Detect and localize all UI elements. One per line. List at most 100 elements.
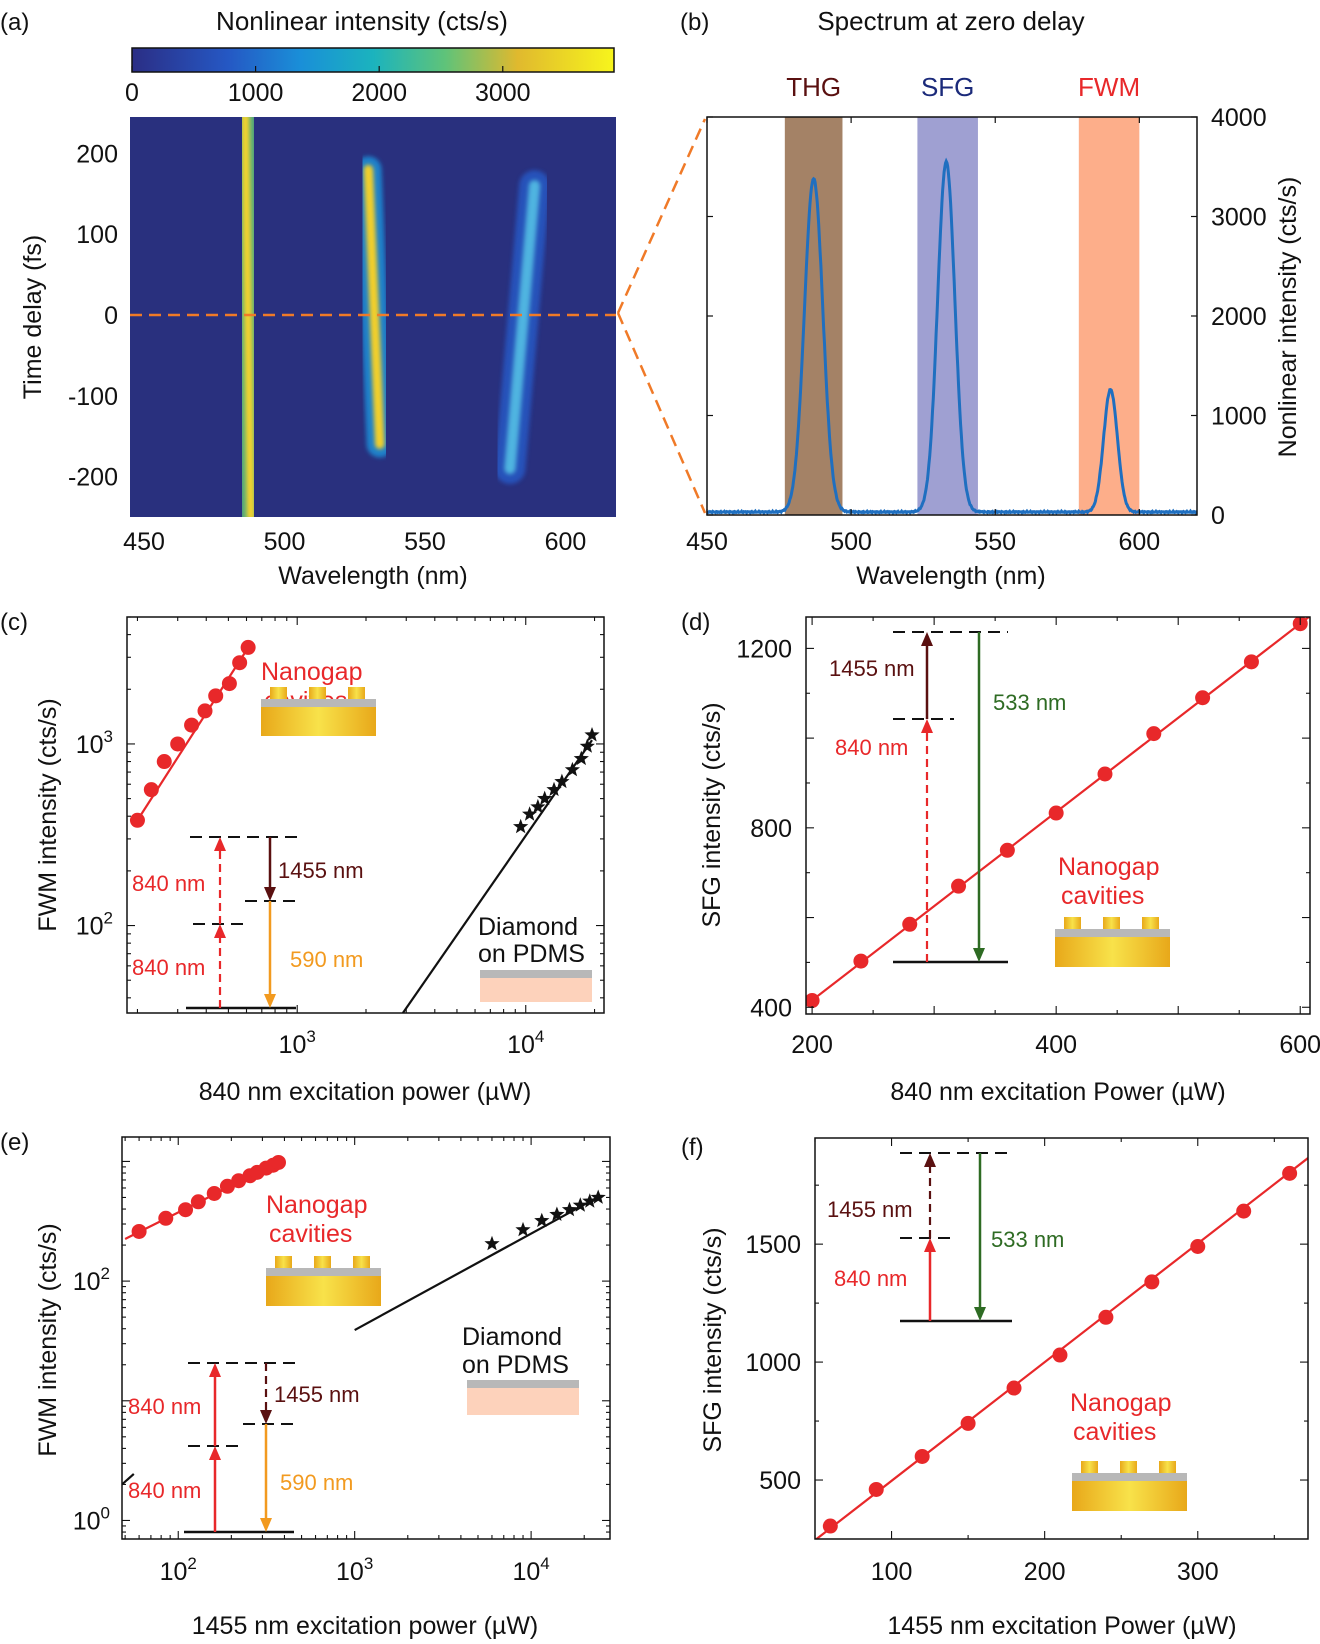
diamond-point [549,1206,565,1221]
y-tick-label: 0 [104,302,118,330]
x-tick-label: 400 [1035,1031,1077,1059]
nanogap-point [806,993,820,1009]
panel-e-xlabel: 1455 nm excitation power (µW) [192,1612,538,1640]
panel-f: (f) 100 200 300 500 1000 1500 Nanogap cavitie… [681,1134,1309,1640]
band-core-thg [241,117,255,517]
x-tick-label: 104 [507,1027,544,1059]
panel-e-plot [122,1154,606,1486]
nanogap-point [1097,766,1113,782]
panel-a-title: Nonlinear intensity (cts/s) [216,6,508,36]
panel-d: (d) 200 400 600 400 800 1200 Nanogap cavities… [681,609,1320,1106]
x-tick-label: 103 [279,1027,316,1059]
panel-c-label-840-lower: 840 nm [132,955,205,980]
panel-c-nanogap-sample-icon [261,687,376,736]
panel-b-x-ticks: 450 500 550 600 [686,117,1160,556]
nanogap-point [219,1178,235,1194]
diamond-point [554,773,570,789]
panel-d-label-840: 840 nm [835,735,908,760]
panel-e-label-1455: 1455 nm [274,1382,360,1407]
panel-e-axes [121,1136,611,1540]
panel-c-ticks: 103 104 102 103 [76,616,604,1059]
nanogap-point [221,676,237,692]
x-tick-label: 102 [160,1554,197,1586]
panel-d-label-1455: 1455 nm [829,656,915,681]
y-tick-label: -100 [68,383,118,411]
band-label-fwm: FWM [1078,72,1140,102]
colorbar-tick-label: 0 [125,79,139,107]
panel-a-ylabel: Time delay (fs) [19,235,47,399]
nanogap-point [270,1154,286,1170]
diamond-point [515,1221,531,1237]
x-tick-label: 600 [1118,528,1160,556]
colorbar-tick-label: 3000 [475,79,531,107]
x-tick-label: 300 [1177,1558,1219,1586]
x-tick-label: 104 [512,1554,549,1586]
nanogap-point [240,639,256,655]
panel-f-plot [815,1157,1308,1539]
nanogap-point [178,1202,194,1218]
panel-f-label: (f) [681,1134,704,1161]
panel-c-energy-diagram: 840 nm 840 nm 1455 nm 590 nm [132,836,364,1010]
nanogap-point [131,1223,147,1239]
panel-e-diamond-sample-icon [467,1380,579,1415]
y-tick-label: 800 [750,815,792,843]
colorbar-ticks: 0 1000 2000 3000 [125,66,531,107]
x-tick-label: 103 [336,1554,373,1586]
x-tick-label: 550 [404,528,446,556]
nanogap-point [868,1481,884,1497]
panel-d-nanogap-label-2: cavities [1061,882,1144,910]
nanogap-point [960,1415,976,1431]
x-tick-label: 500 [830,528,872,556]
y-tick-label: 200 [76,140,118,168]
diamond-point [564,761,580,777]
nanogap-point [1052,1347,1068,1363]
diamond-point [522,806,538,821]
y-tick-label: 0 [1211,502,1225,530]
nanogap-point [184,717,200,733]
nanogap-point [999,842,1015,858]
nanogap-point [853,953,869,969]
x-tick-label: 450 [123,528,165,556]
nanogap-point [158,1210,174,1226]
band-fwm [1078,117,1140,515]
nanogap-point [190,1194,206,1210]
panel-c-ylabel: FWM intensity (cts/s) [34,698,62,931]
y-tick-label: 400 [750,994,792,1022]
nanogap-point [129,812,145,828]
x-tick-label: 500 [264,528,306,556]
colorbar-tick-label: 2000 [351,79,407,107]
panel-c-diamond-label-2: on PDMS [478,940,585,968]
nanogap-point [1048,805,1064,821]
nanogap-point [170,736,186,752]
panel-c-nanogap-label: Nanogap [261,658,362,686]
band-label-sfg: SFG [921,72,974,102]
panel-f-ticks: 100 200 300 500 1000 1500 [745,1138,1308,1586]
panel-e-label-840-lower: 840 nm [128,1478,201,1503]
panel-d-ylabel: SFG intensity (cts/s) [698,702,726,927]
y-tick-label: 102 [76,909,113,941]
band-core-fwm [504,180,541,475]
spectrum-line [707,157,1197,515]
y-tick-label: 1500 [745,1231,801,1259]
nanogap-point [208,688,224,704]
nanogap-point [1190,1239,1206,1255]
zoom-line-top [616,118,707,314]
panel-e-nanogap-label-2: cavities [269,1220,352,1248]
nanogap-point [1006,1380,1022,1396]
panel-b-label: (b) [680,9,709,36]
band-sfg [917,117,978,515]
diamond-point [579,738,595,753]
nanogap-point [1144,1274,1160,1290]
y-tick-label: 4000 [1211,104,1267,132]
panel-f-nanogap-sample-icon [1072,1461,1187,1511]
panel-b: (b) Spectrum at zero delay THG SFG FWM 450… [680,6,1302,590]
zoom-connector [616,118,707,514]
panel-d-label: (d) [681,609,710,636]
y-tick-label: 1200 [736,635,792,663]
panel-e-diamond-label: Diamond [462,1323,562,1351]
panel-e-energy-diagram: 840 nm 840 nm 1455 nm 590 nm [128,1362,360,1534]
nanogap-point [951,878,967,894]
nanogap-point [1282,1165,1298,1181]
diamond-point [530,798,546,814]
y-tick-label: 102 [73,1264,110,1296]
